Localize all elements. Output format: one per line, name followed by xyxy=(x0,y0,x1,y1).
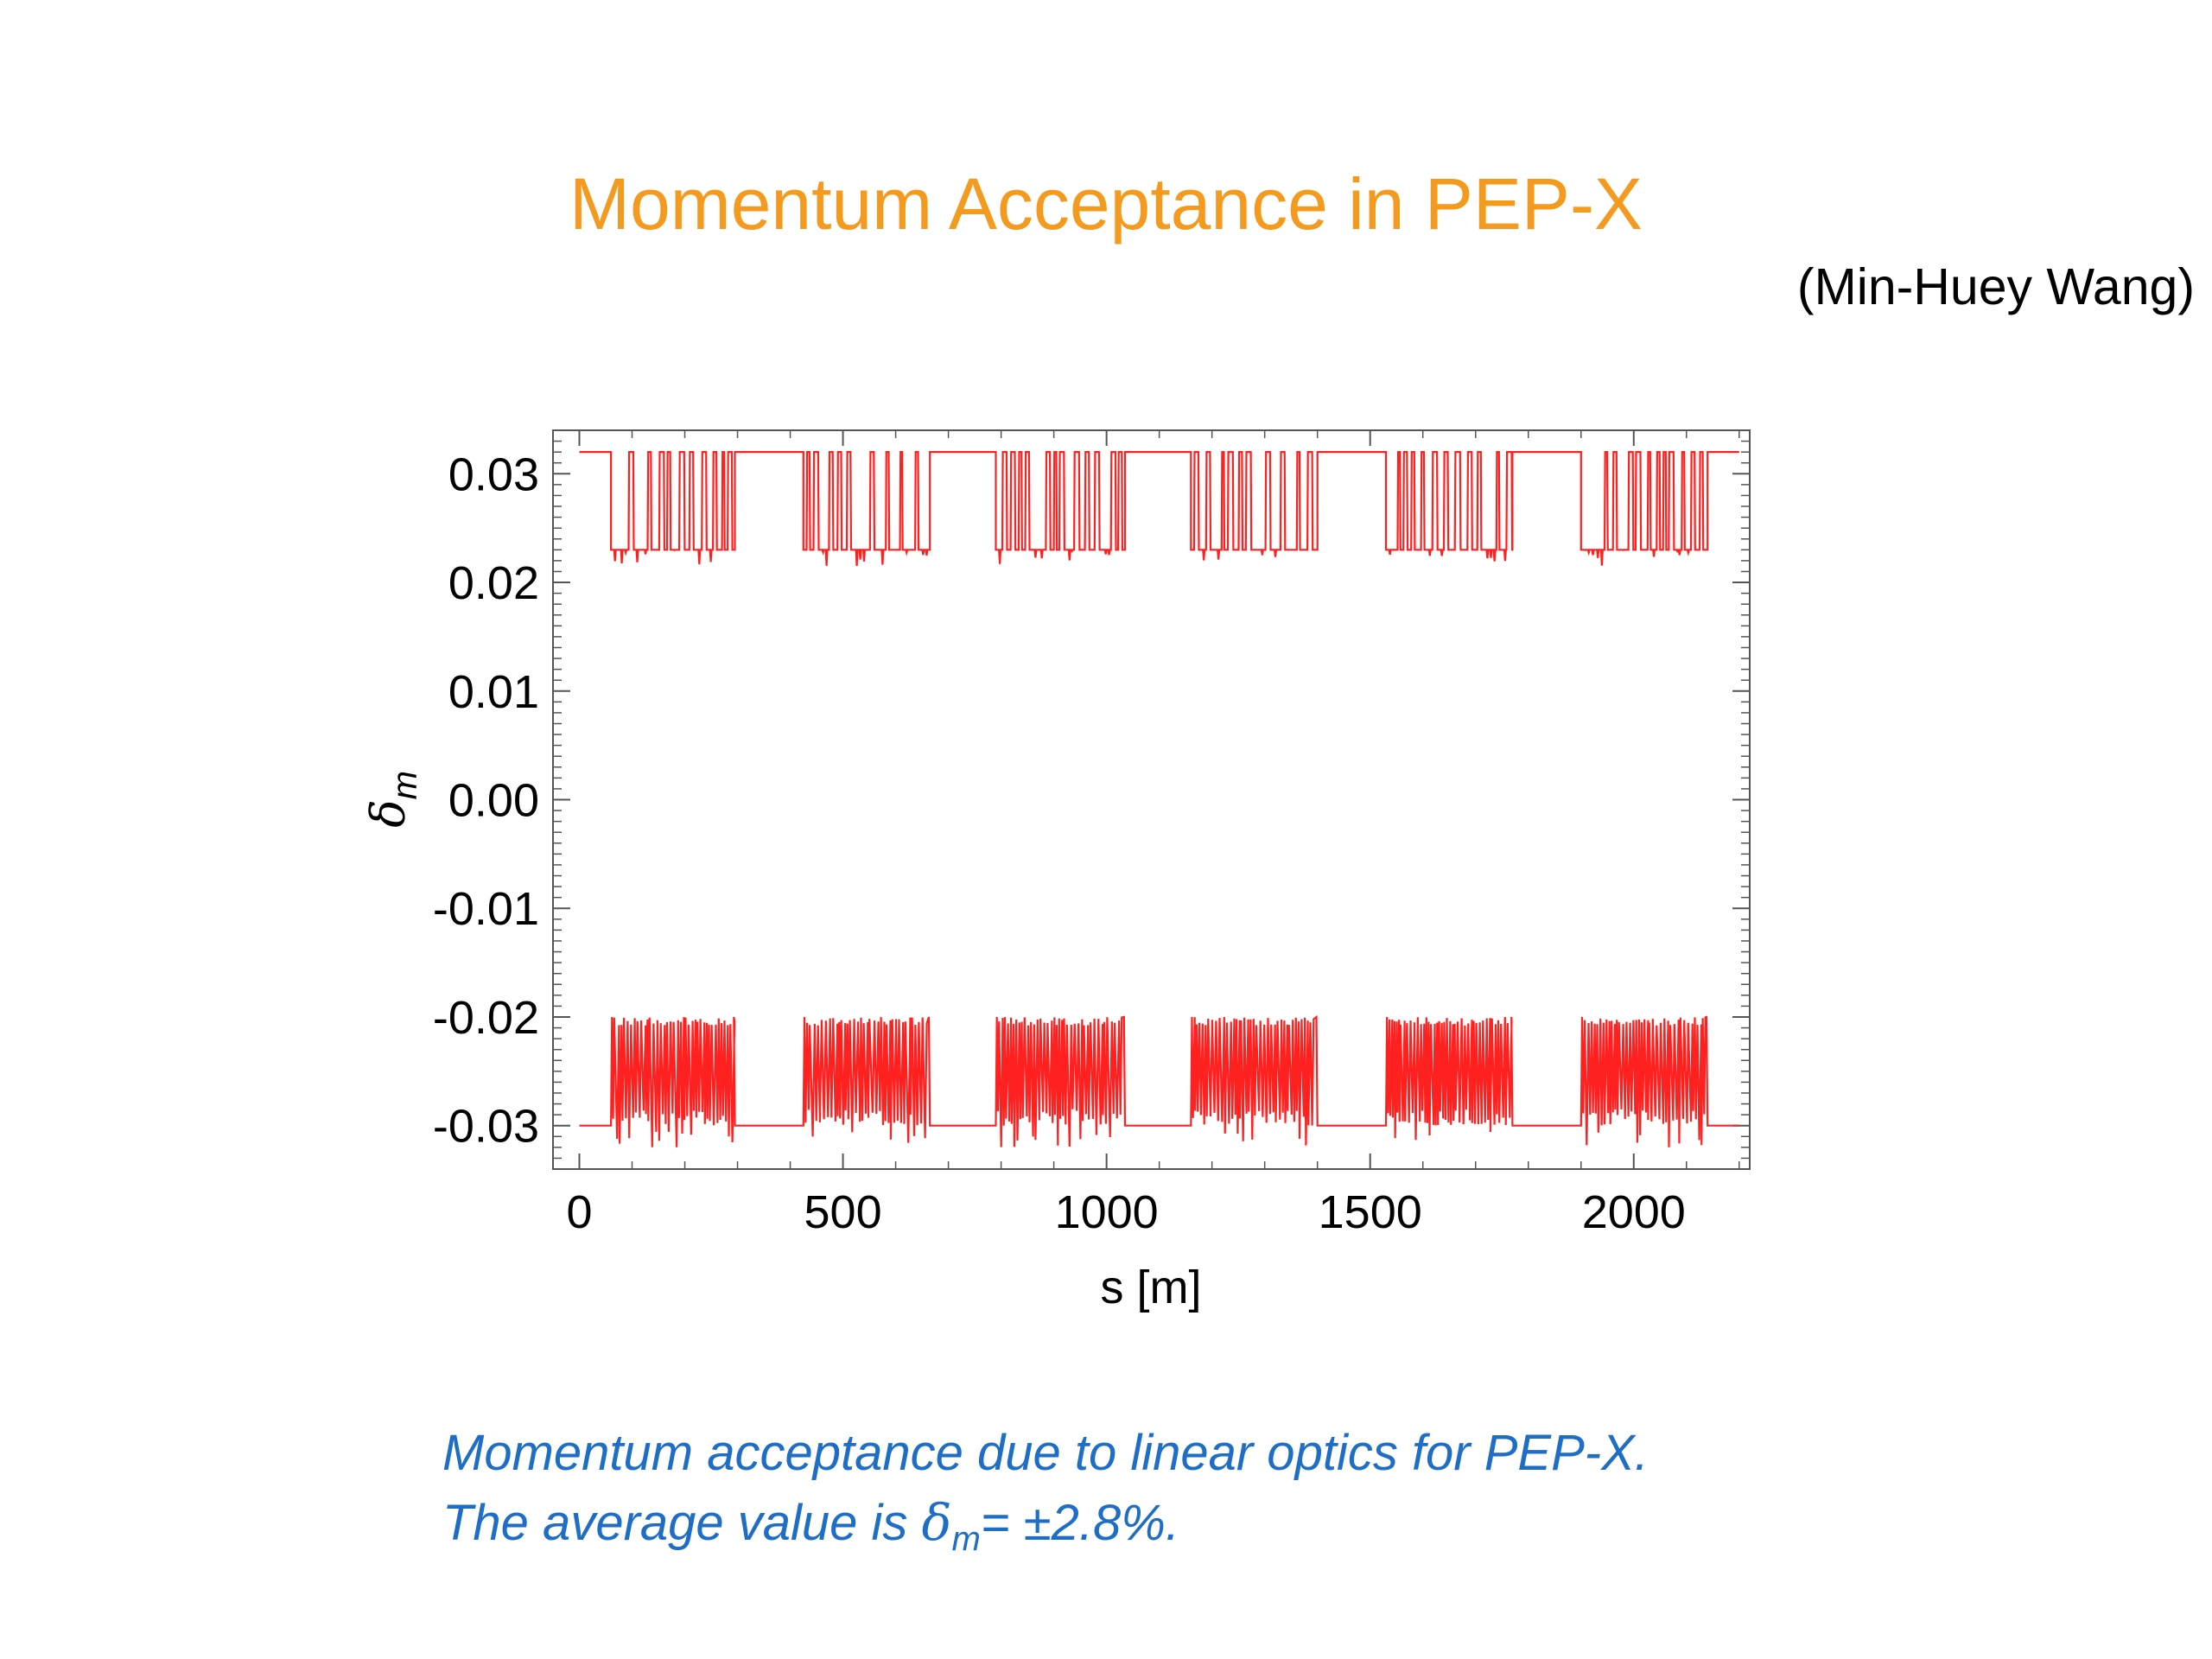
y-tick-label: -0.03 xyxy=(433,1101,539,1153)
slide-author: (Min-Huey Wang) xyxy=(1796,258,2195,315)
y-axis-subscript: m xyxy=(386,771,424,799)
caption-suffix: = ±2.8%. xyxy=(980,1495,1179,1551)
slide-title: Momentum Acceptance in PEP-X xyxy=(569,163,1643,245)
y-tick-label: 0.01 xyxy=(448,666,539,718)
x-axis-label: s [m] xyxy=(1101,1262,1202,1313)
x-tick-label: 1500 xyxy=(1319,1186,1422,1238)
y-tick-label: -0.02 xyxy=(433,992,539,1044)
caption-subscript: m xyxy=(951,1520,981,1559)
x-tick-label: 1000 xyxy=(1055,1186,1159,1238)
caption-prefix: The average value is xyxy=(442,1495,922,1551)
minor-ticks xyxy=(553,429,1750,1170)
major-ticks xyxy=(553,430,1750,1169)
x-tick-label: 2000 xyxy=(1582,1186,1686,1238)
y-tick-label: 0.00 xyxy=(448,775,539,827)
y-tick-label: 0.02 xyxy=(448,557,539,609)
caption-line-2: The average value is δm= ±2.8%. xyxy=(442,1493,1179,1560)
x-tick-label: 0 xyxy=(566,1186,592,1238)
y-tick-labels: 0.03 0.02 0.01 0.00 -0.01 -0.02 -0.03 xyxy=(433,448,539,1152)
y-axis-symbol: δ xyxy=(361,799,416,828)
y-axis-label: δm xyxy=(361,771,424,828)
y-tick-label: -0.01 xyxy=(433,883,539,935)
series-upper-acceptance xyxy=(579,451,1739,566)
caption-delta-symbol: δ xyxy=(921,1493,952,1552)
series-lower-acceptance xyxy=(579,1014,1739,1147)
x-tick-label: 500 xyxy=(804,1186,882,1238)
x-tick-labels: 0 500 1000 1500 2000 xyxy=(566,1186,1685,1238)
y-tick-label: 0.03 xyxy=(448,448,539,500)
caption-line-1: Momentum acceptance due to linear optics… xyxy=(442,1425,1649,1481)
